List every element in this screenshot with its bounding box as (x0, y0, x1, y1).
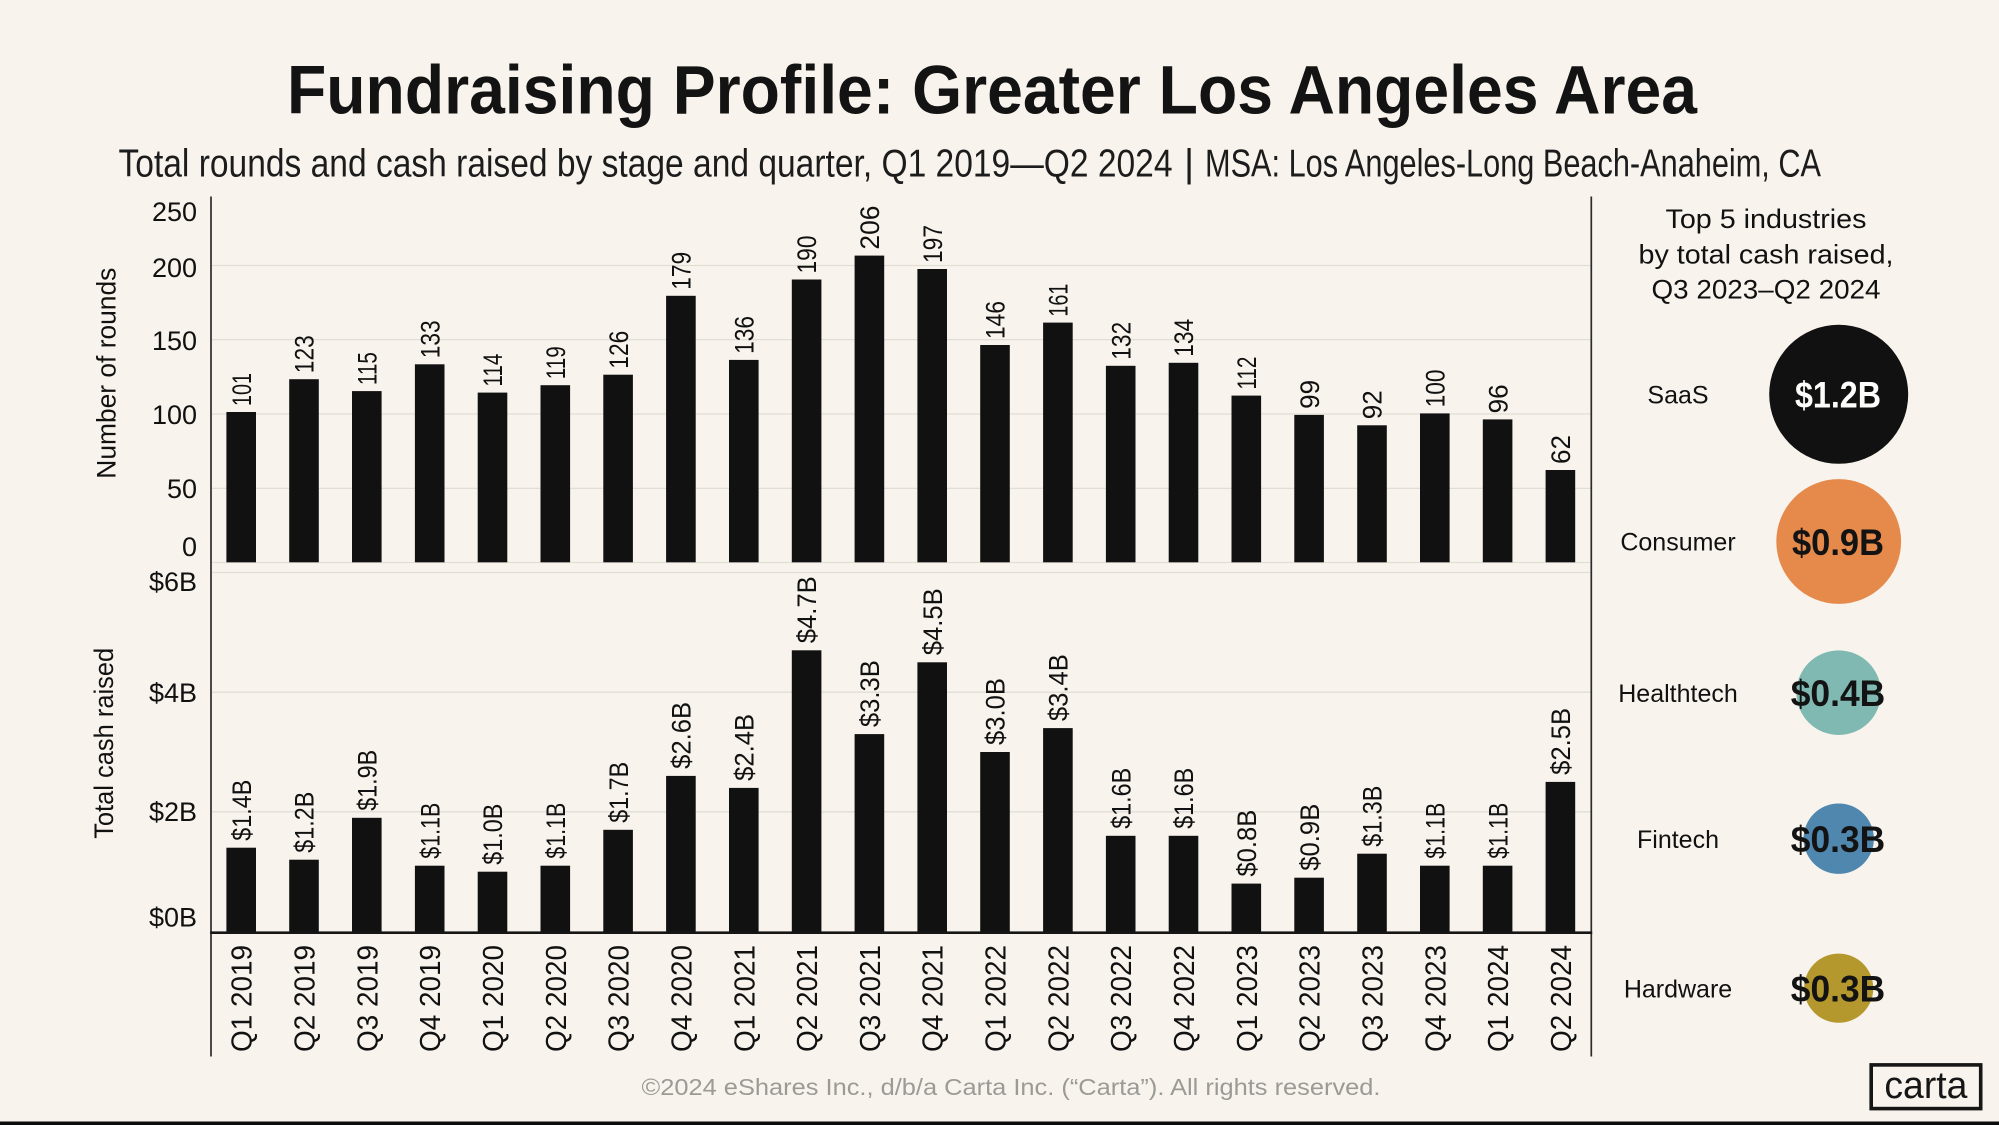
svg-text:Q2 2019: Q2 2019 (290, 945, 322, 1052)
svg-text:Healthtech: Healthtech (1618, 680, 1738, 708)
svg-text:$2.6B: $2.6B (667, 702, 697, 769)
svg-text:Total cash raised: Total cash raised (89, 648, 119, 839)
svg-text:133: 133 (415, 320, 445, 358)
svg-text:Q1 2020: Q1 2020 (478, 945, 510, 1052)
svg-text:$1.1B: $1.1B (1420, 803, 1450, 859)
svg-text:$0.9B: $0.9B (1295, 804, 1325, 871)
svg-text:by total cash raised,: by total cash raised, (1639, 239, 1894, 269)
svg-text:197: 197 (918, 225, 948, 263)
svg-text:$1.4B: $1.4B (227, 780, 257, 841)
svg-text:Hardware: Hardware (1624, 975, 1732, 1003)
svg-text:$1.1B: $1.1B (541, 803, 571, 859)
svg-text:$1.2B: $1.2B (290, 792, 320, 853)
svg-text:146: 146 (981, 301, 1011, 339)
svg-text:$4.7B: $4.7B (792, 576, 822, 643)
svg-text:206: 206 (855, 206, 885, 250)
svg-text:$0.8B: $0.8B (1232, 810, 1262, 877)
svg-text:|: | (1184, 143, 1194, 186)
svg-text:$4.5B: $4.5B (918, 588, 948, 655)
svg-text:134: 134 (1169, 319, 1199, 357)
svg-text:$0B: $0B (149, 902, 197, 932)
svg-text:62: 62 (1546, 435, 1576, 464)
svg-text:$2B: $2B (149, 797, 197, 827)
svg-text:Q3 2020: Q3 2020 (604, 945, 636, 1052)
svg-text:Q4 2022: Q4 2022 (1169, 945, 1201, 1052)
svg-text:0: 0 (182, 532, 197, 562)
svg-text:$0.3B: $0.3B (1791, 819, 1885, 860)
svg-text:100: 100 (152, 400, 197, 430)
svg-text:$1.7B: $1.7B (604, 762, 634, 823)
svg-text:Number of rounds: Number of rounds (91, 268, 121, 479)
svg-text:SaaS: SaaS (1647, 381, 1708, 409)
svg-text:Fintech: Fintech (1637, 826, 1719, 854)
svg-text:132: 132 (1106, 322, 1136, 360)
svg-text:Q2 2022: Q2 2022 (1043, 945, 1075, 1052)
svg-text:$1.6B: $1.6B (1106, 768, 1136, 829)
svg-text:161: 161 (1044, 284, 1074, 317)
svg-text:$3.0B: $3.0B (981, 678, 1011, 745)
svg-text:$1.1B: $1.1B (1483, 803, 1513, 859)
svg-text:carta: carta (1884, 1065, 1968, 1107)
svg-text:112: 112 (1232, 357, 1262, 390)
svg-text:Q3 2021: Q3 2021 (855, 945, 887, 1052)
svg-text:Q4 2021: Q4 2021 (918, 945, 950, 1052)
svg-text:Q2 2024: Q2 2024 (1546, 945, 1578, 1052)
svg-text:136: 136 (729, 316, 759, 354)
svg-text:$0.4B: $0.4B (1791, 673, 1886, 714)
svg-text:123: 123 (290, 335, 320, 373)
svg-text:Q2 2021: Q2 2021 (792, 945, 824, 1052)
svg-text:250: 250 (152, 197, 197, 227)
svg-text:Q2 2023: Q2 2023 (1295, 945, 1327, 1052)
svg-text:101: 101 (227, 373, 257, 406)
svg-text:$1.2B: $1.2B (1795, 375, 1881, 416)
svg-text:Q3 2023–Q2 2024: Q3 2023–Q2 2024 (1652, 275, 1881, 305)
svg-text:$2.4B: $2.4B (729, 714, 759, 781)
svg-text:Q3 2022: Q3 2022 (1106, 945, 1138, 1052)
svg-text:Consumer: Consumer (1620, 529, 1735, 557)
svg-text:Top 5 industries: Top 5 industries (1666, 204, 1867, 234)
svg-text:$1.0B: $1.0B (478, 804, 508, 865)
svg-text:©2024 eShares Inc., d/b/a Cart: ©2024 eShares Inc., d/b/a Carta Inc. (“C… (642, 1074, 1381, 1100)
svg-text:200: 200 (152, 253, 197, 283)
svg-text:Q3 2019: Q3 2019 (352, 945, 384, 1052)
svg-text:Q1 2023: Q1 2023 (1232, 945, 1264, 1052)
svg-text:Q1 2021: Q1 2021 (729, 945, 761, 1052)
svg-text:$3.4B: $3.4B (1044, 654, 1074, 721)
svg-text:96: 96 (1483, 384, 1513, 413)
svg-text:Q1 2019: Q1 2019 (227, 945, 259, 1052)
svg-text:119: 119 (541, 346, 571, 379)
svg-text:Q4 2023: Q4 2023 (1420, 945, 1452, 1052)
svg-text:115: 115 (353, 352, 383, 385)
svg-text:Q3 2023: Q3 2023 (1358, 945, 1390, 1052)
svg-text:$2.5B: $2.5B (1546, 708, 1576, 775)
svg-text:114: 114 (478, 354, 508, 387)
svg-text:Q1 2024: Q1 2024 (1483, 945, 1515, 1052)
svg-text:Q1 2022: Q1 2022 (981, 945, 1013, 1052)
svg-text:126: 126 (604, 331, 634, 369)
svg-text:92: 92 (1358, 390, 1388, 419)
svg-text:$1.1B: $1.1B (415, 803, 445, 859)
svg-text:179: 179 (667, 252, 697, 290)
svg-text:100: 100 (1420, 369, 1450, 407)
svg-text:$1.6B: $1.6B (1169, 768, 1199, 829)
svg-text:50: 50 (167, 474, 197, 504)
svg-text:$0.3B: $0.3B (1791, 969, 1885, 1010)
svg-text:$6B: $6B (149, 567, 197, 597)
svg-text:$3.3B: $3.3B (855, 660, 885, 727)
svg-text:Fundraising Profile: Greater L: Fundraising Profile: Greater Los Angeles… (287, 52, 1698, 129)
svg-text:MSA: Los Angeles-Long Beach-An: MSA: Los Angeles-Long Beach-Anaheim, CA (1205, 143, 1821, 186)
svg-text:Q4 2020: Q4 2020 (666, 945, 698, 1052)
svg-text:$1.9B: $1.9B (353, 750, 383, 811)
svg-text:99: 99 (1295, 380, 1325, 409)
svg-text:$1.3B: $1.3B (1358, 786, 1388, 847)
svg-text:Q2 2020: Q2 2020 (541, 945, 573, 1052)
svg-text:$4B: $4B (149, 678, 197, 708)
svg-text:$0.9B: $0.9B (1792, 522, 1884, 563)
svg-text:190: 190 (792, 236, 822, 274)
svg-text:Total rounds and cash raised b: Total rounds and cash raised by stage an… (119, 143, 1173, 186)
svg-text:Q4 2019: Q4 2019 (415, 945, 447, 1052)
svg-text:150: 150 (152, 326, 197, 356)
